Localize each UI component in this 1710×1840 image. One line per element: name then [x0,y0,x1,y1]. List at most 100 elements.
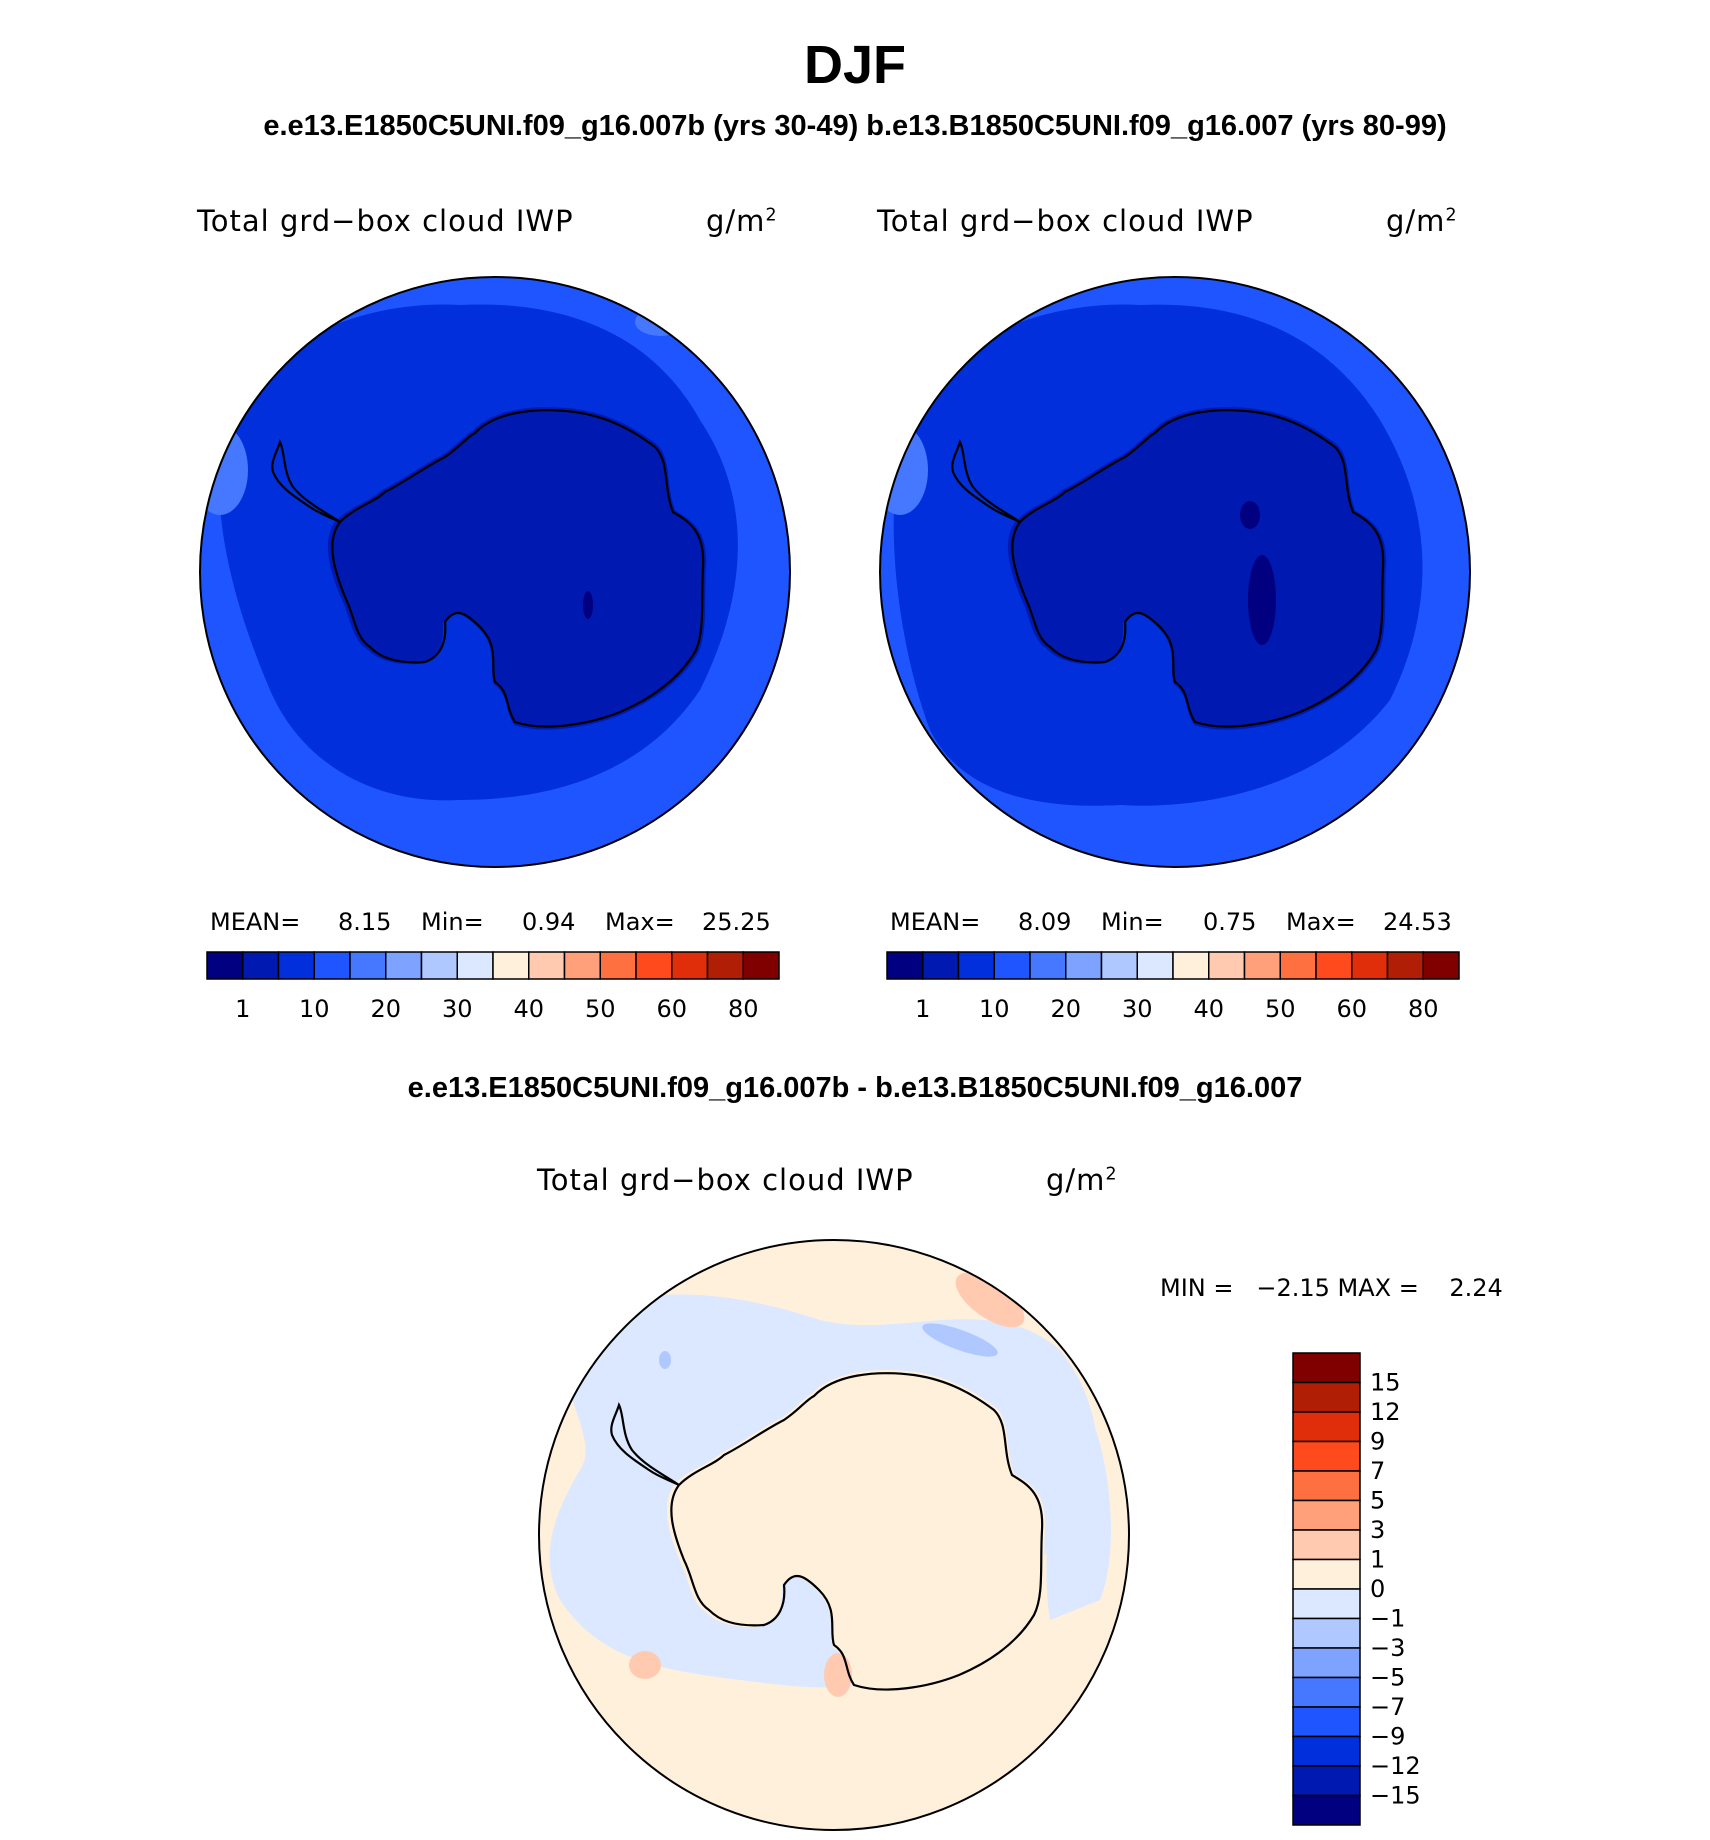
panel2-colorbar-swatch-4 [1029,951,1067,980]
panel1-colorbar-swatch-12 [635,951,673,980]
panel1-colorbar-swatch-5 [385,951,423,980]
panel2-min-value: 0.75 [1203,908,1257,936]
difference-colorbar-tick-label: 5 [1370,1487,1385,1515]
panel3-positive-patch-south [824,1653,852,1697]
panel1-colorbar-swatch-13 [671,951,709,980]
panel2-mean-value: 8.09 [1018,908,1072,936]
panel1-min-value: 0.94 [522,908,576,936]
difference-colorbar-tick-label: −5 [1370,1664,1405,1692]
panel1-colorbar-swatch-3 [313,951,351,980]
panel2-colorbar-tick-label: 1 [915,995,930,1023]
panel2-units: g/m2 [1386,204,1458,238]
panel2-colorbar: 1 10 20 30 40 50 60 80 [886,951,1460,1023]
panel2-colorbar-swatch-3 [993,951,1031,980]
panel1-colorbar-tick-label: 10 [299,995,330,1023]
panel3-negative-patch-ne [922,1323,998,1357]
panel1-colorbar-tick-label: 40 [513,995,544,1023]
difference-colorbar-tick-label: −9 [1370,1723,1405,1751]
panel1-colorbar-tick-label: 20 [370,995,401,1023]
panel2-max-label: Max= [1286,908,1356,936]
difference-colorbar-tick-label: −1 [1370,1605,1405,1633]
panel1-mean-value: 8.15 [338,908,392,936]
panel2-colorbar-swatch-7 [1136,951,1174,980]
panel2-variable-label: Total grd−box cloud IWP [877,204,1254,238]
panel1-map [200,277,790,867]
panel1-map-border [199,276,791,868]
panel3-positive-patch-sw [629,1651,661,1679]
difference-colorbar-tick-label: 7 [1370,1457,1385,1485]
panel2-min-label: Min= [1101,908,1164,936]
panel2-colorbar-swatch-8 [1172,951,1210,980]
panel1-colorbar-swatch-0 [206,951,244,980]
panel2-colorbar-swatch-5 [1065,951,1103,980]
panel1-minimum-spot [583,591,593,619]
difference-colorbar-tick-label: 12 [1370,1398,1401,1426]
difference-colorbar-tick-label: 1 [1370,1546,1385,1574]
panel2-colorbar-swatch-13 [1351,951,1389,980]
difference-colorbar-tick-label: 15 [1370,1369,1401,1397]
panel2-colorbar-swatch-14 [1386,951,1424,980]
difference-colorbar-swatch-7 [1292,1558,1361,1590]
panel2-colorbar-swatch-15 [1422,951,1460,980]
difference-colorbar-swatch-0 [1292,1352,1361,1384]
panel1-colorbar-tick-label: 60 [656,995,687,1023]
panel1-colorbar: 1 10 20 30 40 50 60 80 [206,951,780,1023]
panel2-colorbar-swatch-11 [1279,951,1317,980]
panel2-units-text: g/m [1386,204,1446,238]
panel1-colorbar-swatch-11 [599,951,637,980]
panel2-colorbar-tick-label: 40 [1193,995,1224,1023]
difference-colorbar-swatch-12 [1292,1706,1361,1738]
difference-colorbar-swatch-3 [1292,1440,1361,1472]
panel1-max-value: 25.25 [702,908,771,936]
panel1-light-patch-ne [635,308,685,336]
panel2-max-value: 24.53 [1383,908,1452,936]
panel2-colorbar-swatch-9 [1208,951,1246,980]
panel2-colorbar-tick-label: 10 [979,995,1010,1023]
panel1-colorbar-swatch-9 [528,951,566,980]
panel3-units-exponent: 2 [1105,1164,1118,1185]
panel3-variable-label: Total grd−box cloud IWP [537,1163,914,1197]
difference-colorbar-swatch-11 [1292,1676,1361,1708]
panel2-colorbar-swatch-0 [886,951,924,980]
panel2-colorbar-tick-label: 50 [1265,995,1296,1023]
subtitle: e.e13.E1850C5UNI.f09_g16.007b (yrs 30-49… [263,110,1447,142]
difference-colorbar-swatch-2 [1292,1411,1361,1443]
difference-colorbar-swatch-6 [1292,1529,1361,1561]
difference-colorbar-tick-label: 9 [1370,1428,1385,1456]
panel3-positive-patch-ne [955,1272,1025,1328]
panel3-negative-patch-east [1046,1415,1111,1620]
panel1-colorbar-swatch-1 [242,951,280,980]
difference-colorbar-swatch-10 [1292,1647,1361,1679]
panel1-light-patch [200,425,248,515]
panel2-minimum-spot [1248,555,1276,645]
panel2-colorbar-swatch-12 [1315,951,1353,980]
panel1-colorbar-tick-label: 1 [235,995,250,1023]
difference-colorbar-swatch-1 [1292,1381,1361,1413]
panel2-colorbar-tick-label: 20 [1050,995,1081,1023]
panel1-mean-label: MEAN= [210,908,301,936]
panel2-light-patch [880,425,928,515]
panel2-minimum-spot-north [1240,501,1260,529]
panel1-colorbar-tick-label: 50 [585,995,616,1023]
difference-colorbar-tick-label: 0 [1370,1575,1385,1603]
panel2-map [880,277,1470,867]
panel1-colorbar-swatch-15 [742,951,780,980]
panel3-map [539,1240,1129,1830]
difference-colorbar-swatch-8 [1292,1588,1361,1620]
panel1-colorbar-swatch-7 [456,951,494,980]
difference-colorbar-swatch-15 [1292,1794,1361,1826]
difference-colorbar-swatch-9 [1292,1617,1361,1649]
panel1-min-label: Min= [421,908,484,936]
panel1-colorbar-tick-label: 80 [728,995,759,1023]
panel1-units-text: g/m [706,204,766,238]
panel2-map-border [879,276,1471,868]
panel2-colorbar-tick-label: 80 [1408,995,1439,1023]
panel1-colorbar-swatch-14 [706,951,744,980]
panel1-colorbar-swatch-6 [420,951,458,980]
difference-colorbar-swatch-5 [1292,1499,1361,1531]
panel1-max-label: Max= [605,908,675,936]
difference-colorbar-tick-label: −15 [1370,1782,1421,1810]
panel3-map-border [538,1239,1130,1831]
difference-colorbar-swatch-4 [1292,1470,1361,1502]
